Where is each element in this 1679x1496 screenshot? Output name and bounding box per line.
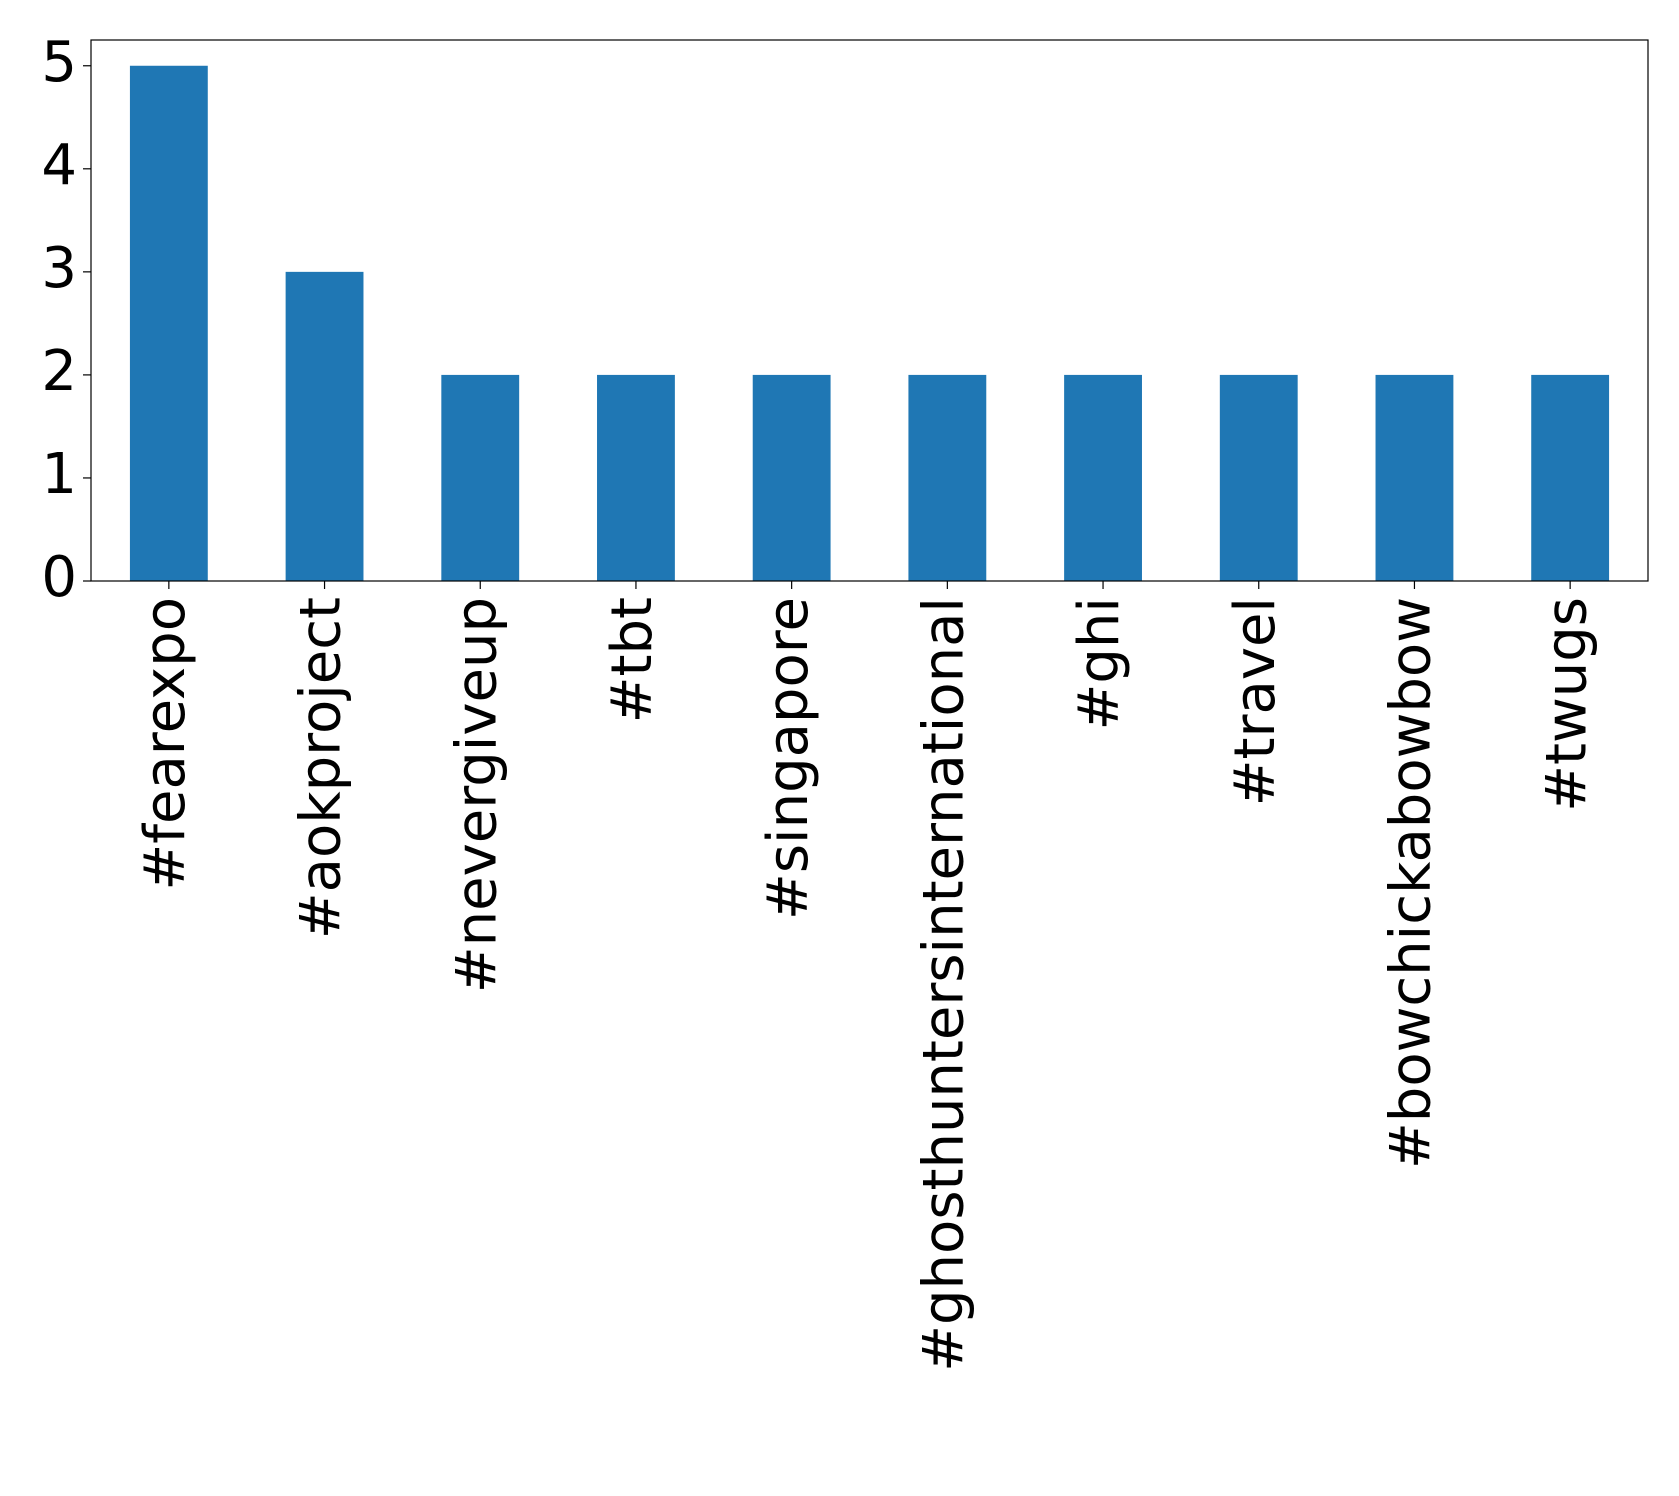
bar <box>441 374 520 581</box>
x-tick-label: #travel <box>1223 597 1288 806</box>
y-tick-label: 4 <box>41 133 77 198</box>
bar <box>285 271 364 581</box>
y-tick-label: 2 <box>41 339 77 404</box>
x-tick-label: #tbt <box>600 597 665 723</box>
bar <box>1531 374 1610 581</box>
x-tick-label: #fearexpo <box>133 597 198 891</box>
x-tick-label: #ghi <box>1067 597 1132 731</box>
x-tick-label: #bowchickabowbow <box>1379 597 1444 1169</box>
x-tick-label: #aokproject <box>289 597 354 939</box>
bar <box>908 374 987 581</box>
bar <box>1219 374 1298 581</box>
y-tick-label: 0 <box>41 545 77 610</box>
bar <box>129 65 208 581</box>
x-tick-label: #nevergiveup <box>444 597 509 993</box>
bar <box>1375 374 1454 581</box>
bar <box>1064 374 1142 581</box>
bar <box>752 374 831 581</box>
plot-frame <box>90 39 1649 582</box>
x-tick-label: #twugs <box>1534 597 1599 812</box>
x-tick-label: #singapore <box>756 597 821 920</box>
y-tick-label: 5 <box>41 30 77 95</box>
y-tick-label: 1 <box>41 442 77 507</box>
bar <box>597 374 675 581</box>
y-tick-label: 3 <box>41 236 77 301</box>
x-tick-label: #ghosthuntersinternational <box>911 597 976 1372</box>
